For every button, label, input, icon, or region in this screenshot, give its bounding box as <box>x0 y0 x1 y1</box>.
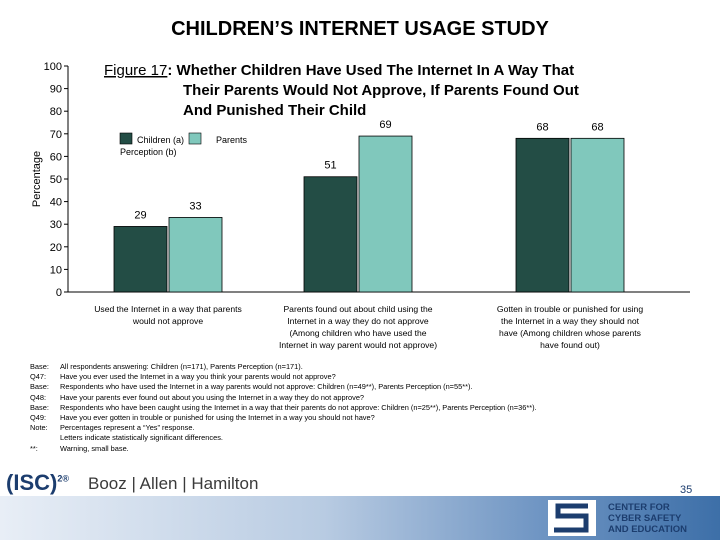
note-row: Base: All respondents answering: Children… <box>30 362 710 372</box>
note-text: Have your parents ever found out about y… <box>60 392 365 402</box>
y-tick-label: 90 <box>50 84 62 96</box>
note-row: Base: Respondents who have been caught us… <box>30 403 710 413</box>
center-cyber-safety-logo-mark <box>548 500 596 536</box>
note-label: Q48: <box>30 392 47 402</box>
note-text: Have you ever gotten in trouble or punis… <box>60 413 375 423</box>
y-tick-label: 40 <box>50 197 62 209</box>
legend-swatch-children <box>119 132 133 145</box>
bar-parents <box>168 217 223 293</box>
cc-logo-line: CYBER SAFETY <box>608 513 682 524</box>
note-text: Respondents who have used the Internet i… <box>60 382 473 392</box>
y-tick-label: 100 <box>44 61 62 73</box>
legend-swatch-parents <box>188 132 202 145</box>
x-category-label: Internet in way parent would not approve… <box>279 340 437 350</box>
note-text: Have you ever used the Internet in a way… <box>60 372 336 382</box>
note-text: Letters indicate statistically significa… <box>60 433 223 443</box>
legend-label-children: Children (a) <box>137 135 184 145</box>
cc-logo-line: CENTER FOR <box>608 502 670 513</box>
note-text: All respondents answering: Children (n=1… <box>60 362 303 371</box>
x-category-label: (Among children who have used the <box>289 328 426 338</box>
legend-label-parents: Parents <box>216 135 248 145</box>
x-category-label: would not approve <box>132 316 203 326</box>
data-label: 29 <box>134 209 146 221</box>
y-tick-label: 70 <box>50 129 62 141</box>
footer-band <box>0 496 720 540</box>
page-number: 35 <box>680 484 693 496</box>
note-label: Base: <box>30 362 49 371</box>
data-label: 33 <box>189 200 201 212</box>
x-category-label: Parents found out about child using the <box>283 304 432 314</box>
booz-allen-hamilton-logo: Booz | Allen | Hamilton <box>88 474 259 493</box>
note-label: Q49: <box>30 413 47 423</box>
note-text: Percentages represent a “Yes” response. <box>60 423 195 433</box>
x-category-label: have found out) <box>540 340 600 350</box>
note-text: Warning, small base. <box>60 443 129 453</box>
data-label: 68 <box>536 121 548 133</box>
data-label: 69 <box>379 119 391 131</box>
x-category-label: Used the Internet in a way that parents <box>94 304 242 314</box>
bar-children <box>303 176 358 293</box>
note-row: Letters indicate statistically significa… <box>30 433 710 443</box>
note-label: Base: <box>30 382 49 392</box>
bar-parents <box>570 137 625 293</box>
y-tick-label: 30 <box>50 219 62 231</box>
x-category-label: have (Among children whose parents <box>499 328 641 338</box>
x-category-label: Gotten in trouble or punished for using <box>497 304 643 314</box>
y-tick-label: 0 <box>56 287 62 299</box>
data-label: 51 <box>324 160 336 172</box>
center-cyber-safety-logo-text: CENTER FOR CYBER SAFETY AND EDUCATION <box>608 502 687 535</box>
chart-title-line: Figure 17: Whether Children Have Used Th… <box>104 62 574 79</box>
note-row: Q49: Have you ever gotten in trouble or p… <box>30 413 710 423</box>
data-label: 68 <box>591 121 603 133</box>
notes-section: Base: All respondents answering: Children… <box>30 362 710 454</box>
isc2-logo: (ISC)2® <box>6 470 69 495</box>
note-label: Base: <box>30 402 49 412</box>
note-label: Q47: <box>30 372 47 382</box>
note-row: Q48: Have your parents ever found out abo… <box>30 393 710 403</box>
page-title: CHILDREN’S INTERNET USAGE STUDY <box>171 18 549 40</box>
note-label <box>30 433 60 443</box>
chart-title-line: And Punished Their Child <box>183 102 366 119</box>
bar-children <box>113 226 168 293</box>
note-row: Note: Percentages represent a “Yes” respo… <box>30 423 710 433</box>
note-label: **: <box>30 443 38 453</box>
note-label: Note: <box>30 423 48 433</box>
bar-parents <box>358 135 413 293</box>
bar-children <box>515 137 570 293</box>
y-axis-label: Percentage <box>31 151 43 207</box>
note-row: Base: Respondents who have used the Inter… <box>30 382 710 392</box>
bar-chart: 0 10 20 30 40 50 60 70 80 90 100 Percentage 29 51 68 33… <box>31 61 690 350</box>
y-tick-label: 60 <box>50 151 62 163</box>
y-tick-label: 80 <box>50 106 62 118</box>
y-tick-label: 10 <box>50 264 62 276</box>
cc-logo-line: AND EDUCATION <box>608 524 687 535</box>
note-row: **: Warning, small base. <box>30 444 710 454</box>
note-row: Q47: Have you ever used the Internet in a… <box>30 372 710 382</box>
note-text: Respondents who have been caught using t… <box>60 402 537 412</box>
chart-title-line: Their Parents Would Not Approve, If Pare… <box>183 82 579 99</box>
legend-label-perception: Perception (b) <box>120 147 177 157</box>
y-tick-label: 50 <box>50 174 62 186</box>
x-category-label: Internet in a way they do not approve <box>287 316 429 326</box>
x-category-label: the Internet in a way they should not <box>501 316 640 326</box>
y-tick-label: 20 <box>50 242 62 254</box>
